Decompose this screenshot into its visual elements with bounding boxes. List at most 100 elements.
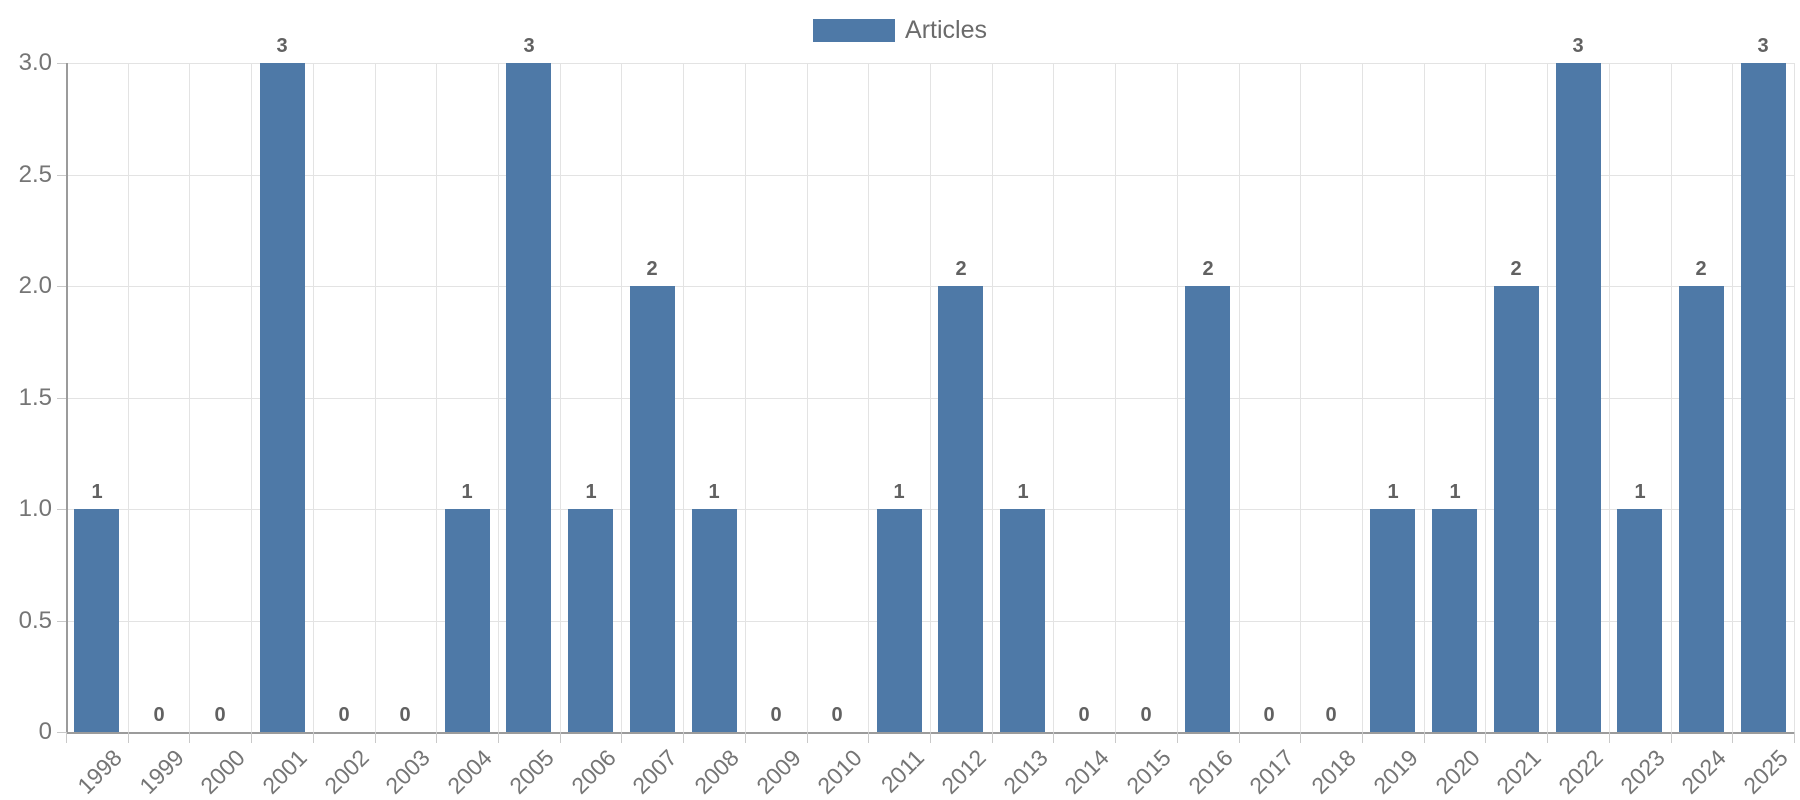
y-tick-label: 0.5 xyxy=(18,607,52,634)
bar-2016[interactable] xyxy=(1185,286,1230,732)
x-tick-label-2007: 2007 xyxy=(627,744,682,799)
x-tick-mark xyxy=(251,732,252,743)
x-tick-mark xyxy=(1794,732,1795,743)
x-tick-label-2004: 2004 xyxy=(442,744,497,799)
x-tick-label-2000: 2000 xyxy=(195,744,250,799)
data-label-2005: 3 xyxy=(523,35,535,57)
bar-2008[interactable] xyxy=(692,509,737,732)
v-gridline xyxy=(1794,63,1795,732)
data-label-2024: 2 xyxy=(1695,258,1707,280)
bar-2011[interactable] xyxy=(877,509,922,732)
data-label-2019: 1 xyxy=(1387,481,1399,503)
data-label-2003: 0 xyxy=(399,704,411,726)
x-tick-mark xyxy=(1177,732,1178,743)
data-label-2011: 1 xyxy=(893,481,905,503)
data-label-2009: 0 xyxy=(770,704,782,726)
bar-2001[interactable] xyxy=(260,63,305,732)
x-tick-mark xyxy=(868,732,869,743)
data-label-1998: 1 xyxy=(91,481,103,503)
data-label-2006: 1 xyxy=(585,481,597,503)
x-tick-mark xyxy=(66,732,67,743)
x-tick-label-2022: 2022 xyxy=(1553,744,1608,799)
x-tick-label-2025: 2025 xyxy=(1738,744,1793,799)
x-tick-mark xyxy=(1485,732,1486,743)
v-gridline xyxy=(1300,63,1301,732)
data-label-2013: 1 xyxy=(1017,481,1029,503)
v-gridline xyxy=(189,63,190,732)
v-gridline xyxy=(992,63,993,732)
bar-2012[interactable] xyxy=(938,286,983,732)
x-tick-mark xyxy=(128,732,129,743)
v-gridline xyxy=(745,63,746,732)
x-tick-label-2023: 2023 xyxy=(1615,744,1670,799)
v-gridline xyxy=(1671,63,1672,732)
y-tick-mark xyxy=(57,63,66,64)
legend-item-articles[interactable]: Articles xyxy=(813,18,987,43)
x-tick-mark xyxy=(1424,732,1425,743)
v-gridline xyxy=(1239,63,1240,732)
y-tick-mark xyxy=(57,175,66,176)
x-tick-label-2003: 2003 xyxy=(380,744,435,799)
v-gridline xyxy=(1547,63,1548,732)
x-tick-label-2016: 2016 xyxy=(1183,744,1238,799)
v-gridline xyxy=(683,63,684,732)
data-label-2001: 3 xyxy=(276,35,288,57)
data-label-2012: 2 xyxy=(955,258,967,280)
legend-label: Articles xyxy=(905,16,987,44)
x-tick-mark xyxy=(992,732,993,743)
data-label-2000: 0 xyxy=(214,704,226,726)
data-label-1999: 0 xyxy=(153,704,165,726)
x-tick-label-2019: 2019 xyxy=(1368,744,1423,799)
x-tick-mark xyxy=(745,732,746,743)
x-tick-mark xyxy=(1053,732,1054,743)
data-label-2023: 1 xyxy=(1634,481,1646,503)
v-gridline xyxy=(1362,63,1363,732)
data-label-2004: 1 xyxy=(461,481,473,503)
data-label-2025: 3 xyxy=(1757,35,1769,57)
data-label-2016: 2 xyxy=(1202,258,1214,280)
bar-2007[interactable] xyxy=(630,286,675,732)
v-gridline xyxy=(251,63,252,732)
x-tick-mark xyxy=(313,732,314,743)
bar-2021[interactable] xyxy=(1494,286,1539,732)
y-tick-mark xyxy=(57,732,66,733)
x-tick-label-2015: 2015 xyxy=(1121,744,1176,799)
x-tick-mark xyxy=(1362,732,1363,743)
bar-2022[interactable] xyxy=(1556,63,1601,732)
x-tick-mark xyxy=(1547,732,1548,743)
x-tick-label-2014: 2014 xyxy=(1059,744,1114,799)
y-tick-label: 3.0 xyxy=(18,49,52,76)
x-tick-mark xyxy=(1671,732,1672,743)
x-tick-mark xyxy=(1300,732,1301,743)
bar-2020[interactable] xyxy=(1432,509,1477,732)
bar-1998[interactable] xyxy=(74,509,119,732)
data-label-2017: 0 xyxy=(1263,704,1275,726)
v-gridline xyxy=(1115,63,1116,732)
v-gridline xyxy=(498,63,499,732)
bar-2019[interactable] xyxy=(1370,509,1415,732)
x-tick-mark xyxy=(1609,732,1610,743)
data-label-2021: 2 xyxy=(1510,258,1522,280)
bar-2023[interactable] xyxy=(1617,509,1662,732)
v-gridline xyxy=(375,63,376,732)
data-label-2008: 1 xyxy=(708,481,720,503)
y-axis-line xyxy=(66,63,68,734)
x-tick-mark xyxy=(1115,732,1116,743)
v-gridline xyxy=(1485,63,1486,732)
bar-2005[interactable] xyxy=(506,63,551,732)
bar-2025[interactable] xyxy=(1741,63,1786,732)
bar-2013[interactable] xyxy=(1000,509,1045,732)
x-tick-label-2009: 2009 xyxy=(751,744,806,799)
y-tick-mark xyxy=(57,509,66,510)
y-tick-label: 0 xyxy=(38,718,52,745)
v-gridline xyxy=(621,63,622,732)
bar-2004[interactable] xyxy=(445,509,490,732)
bar-2006[interactable] xyxy=(568,509,613,732)
x-tick-label-2020: 2020 xyxy=(1430,744,1485,799)
bar-2024[interactable] xyxy=(1679,286,1724,732)
